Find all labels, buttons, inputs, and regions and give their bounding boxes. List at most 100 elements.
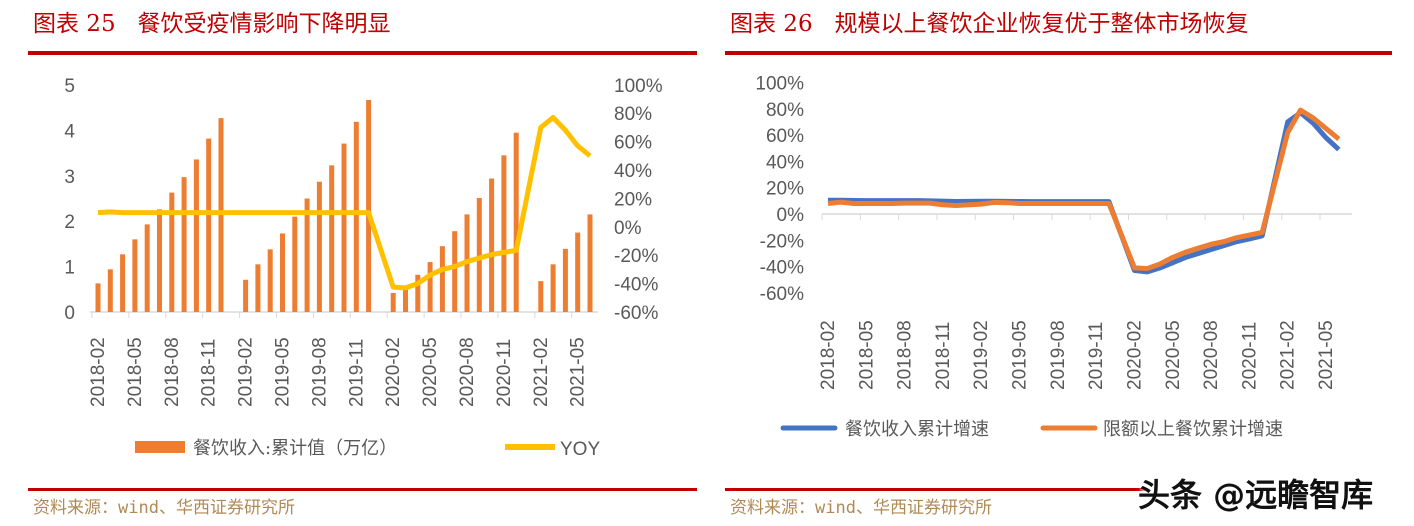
chart-26-title: 图表 26 规模以上餐饮企业恢复优于整体市场恢复 — [730, 11, 1249, 37]
y-tick-label: -40% — [760, 258, 804, 279]
y-right-tick-label: -60% — [614, 303, 658, 324]
chart-26: -60% -40% -20% 0% 20% 40% 60% 80% 100% 2018-02 201… — [755, 74, 1352, 440]
x-tick-label: 2019-05 — [1010, 320, 1031, 390]
bar — [157, 209, 162, 312]
bar — [329, 165, 335, 312]
title-divider — [725, 51, 1392, 55]
x-tick-label: 2019-02 — [236, 337, 257, 407]
bar — [366, 99, 372, 313]
bar — [587, 214, 593, 312]
y-right-tick-label: 60% — [614, 133, 652, 154]
y-left-tick-label: 0 — [64, 303, 75, 324]
x-tick-label: 2020-08 — [1201, 320, 1222, 390]
y-left-tick-label: 3 — [64, 167, 75, 188]
series-line-2 — [827, 107, 1341, 272]
y-right-tick-label: 20% — [614, 189, 652, 210]
x-tick-label: 2020-08 — [457, 337, 478, 407]
bar — [120, 254, 126, 312]
bar — [562, 248, 568, 312]
bar — [353, 121, 359, 312]
bar — [193, 159, 199, 312]
x-tick-label: 2021-02 — [1278, 320, 1299, 390]
bar — [550, 264, 556, 312]
bar — [169, 192, 175, 312]
x-tick-label: 2021-05 — [568, 337, 589, 407]
bar — [575, 232, 581, 312]
x-tick-label: 2020-05 — [1163, 320, 1184, 390]
x-tick-label: 2018-05 — [856, 320, 877, 390]
y-tick-label: 100% — [755, 74, 804, 95]
x-tick-label: 2018-08 — [895, 320, 916, 390]
bar — [316, 181, 322, 312]
bar — [439, 246, 445, 312]
x-tick-label: 2018-05 — [125, 337, 146, 407]
x-tick-label: 2021-02 — [531, 337, 552, 407]
x-tick-label: 2021-05 — [1316, 320, 1337, 390]
bar — [280, 233, 285, 312]
y-right-tick-label: 80% — [614, 104, 652, 125]
x-tick-label: 2019-02 — [971, 320, 992, 390]
y-tick-label: -60% — [760, 284, 804, 305]
legend-label: YOY — [560, 439, 600, 460]
bar — [513, 132, 519, 312]
y-left-tick-label: 1 — [64, 258, 75, 279]
bar — [107, 269, 113, 312]
y-right-tick-label: 40% — [614, 161, 652, 182]
y-right-tick-label: -20% — [614, 246, 658, 267]
y-tick-label: 40% — [766, 152, 804, 173]
x-tick-label: 2018-11 — [933, 322, 954, 390]
x-tick-label: 2020-02 — [1124, 320, 1145, 390]
legend-label: 餐饮收入累计增速 — [845, 419, 989, 440]
bar — [538, 281, 544, 312]
x-tick-label: 2019-05 — [273, 337, 294, 407]
bar — [452, 231, 458, 312]
chart-26-source: 资料来源：wind、华西证券研究所 — [730, 498, 992, 518]
bar — [476, 198, 482, 312]
y-tick-label: 80% — [766, 100, 804, 121]
watermark: 头条 @远瞻智库 — [1138, 476, 1374, 514]
x-tick-label: 2020-11 — [494, 339, 515, 407]
bar — [403, 287, 408, 312]
bar — [255, 264, 261, 312]
y-tick-label: 20% — [766, 179, 804, 200]
bar — [267, 249, 273, 312]
bar — [144, 224, 150, 312]
bar — [489, 178, 495, 312]
bar — [292, 216, 298, 312]
bar — [415, 274, 421, 312]
bar — [501, 155, 507, 312]
y-left-tick-label: 4 — [64, 121, 75, 142]
yoy-line — [97, 114, 592, 291]
x-tick-label: 2020-02 — [383, 337, 404, 407]
bar — [390, 292, 396, 312]
source-divider — [725, 488, 1145, 491]
bar — [95, 283, 101, 312]
legend-label: 限额以上餐饮累计增速 — [1103, 419, 1283, 440]
x-tick-label: 2018-11 — [199, 339, 220, 407]
chart-25-source: 资料来源：wind、华西证券研究所 — [33, 498, 295, 518]
bar — [132, 239, 138, 312]
y-tick-label: 60% — [766, 126, 804, 147]
x-tick-label: 2019-08 — [1048, 320, 1069, 390]
y-tick-label: 0% — [777, 205, 805, 226]
y-right-tick-label: -40% — [614, 275, 658, 296]
chart-25: 0 1 2 3 4 5 -60% -40% -20% 0% 20% 40% 60% 80% 100% 2018… — [64, 76, 663, 460]
bar — [243, 279, 249, 312]
y-tick-label: -20% — [760, 231, 804, 252]
bar — [206, 138, 212, 312]
source-divider — [28, 488, 697, 491]
x-tick-label: 2020-05 — [420, 337, 441, 407]
y-right-tick-label: 100% — [614, 76, 663, 97]
x-tick-label: 2019-11 — [1086, 322, 1107, 390]
x-tick-label: 2019-11 — [346, 339, 367, 407]
x-tick-label: 2018-02 — [88, 337, 109, 407]
y-left-tick-label: 5 — [64, 76, 75, 97]
x-tick-label: 2018-02 — [818, 320, 839, 390]
bar — [427, 262, 433, 312]
legend-swatch-bar — [135, 441, 185, 453]
title-divider — [28, 51, 697, 55]
y-right-tick-label: 0% — [614, 218, 642, 239]
bar — [341, 143, 347, 312]
chart-25-title: 图表 25 餐饮受疫情影响下降明显 — [33, 11, 391, 37]
bar — [181, 177, 187, 312]
